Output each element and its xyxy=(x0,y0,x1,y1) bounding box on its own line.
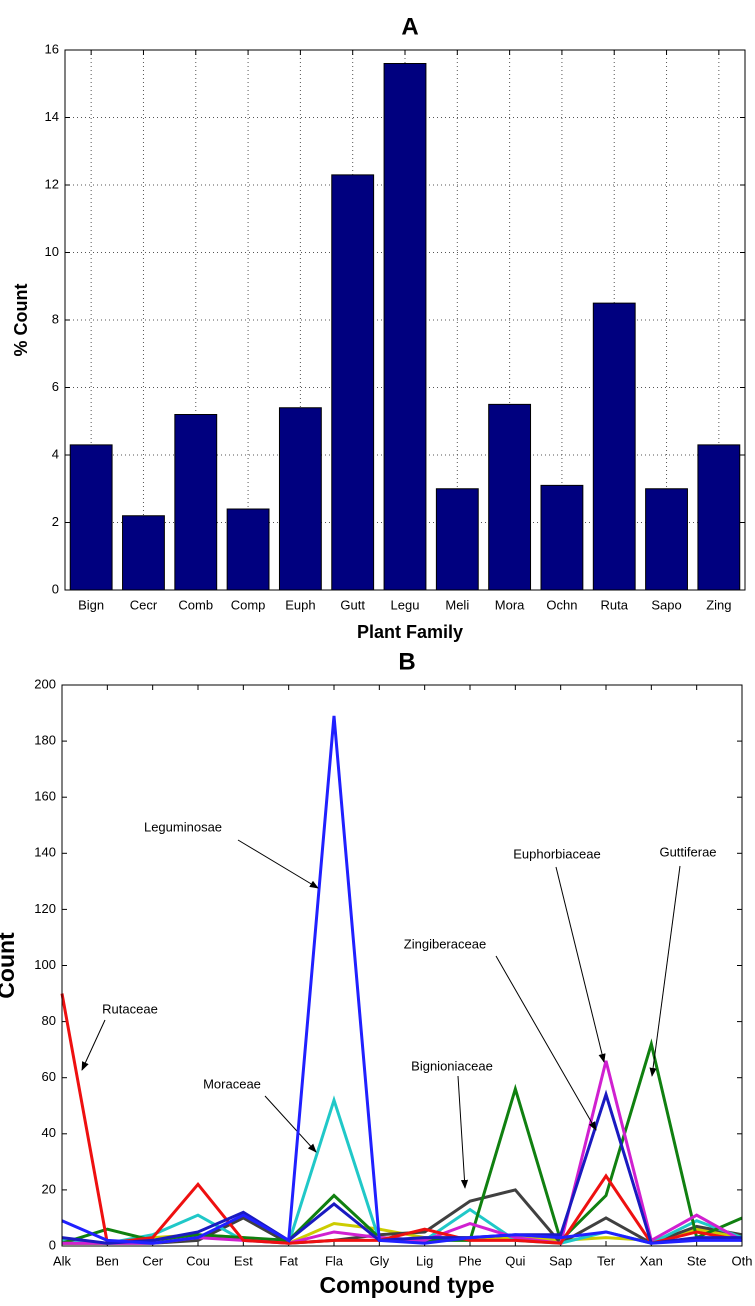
chart-title: A xyxy=(401,13,418,40)
y-axis-label: % Count xyxy=(11,284,31,357)
y-tick-label: 2 xyxy=(52,514,59,529)
x-tick-label: Comb xyxy=(178,597,213,612)
y-tick-label: 0 xyxy=(52,581,59,596)
y-tick-label: 6 xyxy=(52,379,59,394)
x-tick-label: Sapo xyxy=(651,597,681,612)
annotation: Guttiferae xyxy=(659,844,716,859)
x-axis-label: Compound type xyxy=(319,1272,494,1298)
x-tick-label: Ochn xyxy=(546,597,577,612)
annotation: Bignioniaceae xyxy=(411,1058,493,1073)
bar xyxy=(540,484,584,591)
bar xyxy=(331,174,375,591)
y-tick-label: 60 xyxy=(42,1069,56,1084)
bar xyxy=(226,508,270,591)
x-tick-label: Fla xyxy=(325,1253,344,1268)
bar xyxy=(69,444,113,591)
annotation-arrow xyxy=(81,1019,106,1071)
x-tick-label: Alk xyxy=(53,1253,72,1268)
x-tick-label: Oth xyxy=(732,1253,753,1268)
x-tick-label: Est xyxy=(234,1253,253,1268)
y-tick-label: 10 xyxy=(45,244,59,259)
x-tick-label: Cecr xyxy=(130,597,158,612)
plot-frame xyxy=(61,684,743,1247)
y-tick-label: 180 xyxy=(34,733,56,748)
x-tick-label: Qui xyxy=(505,1253,525,1268)
x-tick-label: Cou xyxy=(186,1253,210,1268)
annotation-arrow xyxy=(264,1095,317,1153)
x-tick-label: Ruta xyxy=(600,597,628,612)
y-tick-label: 40 xyxy=(42,1125,56,1140)
y-tick-label: 8 xyxy=(52,311,59,326)
y-tick-label: 200 xyxy=(34,676,56,691)
bar xyxy=(174,414,218,591)
annotation: Moraceae xyxy=(203,1076,261,1091)
annotation: Leguminosae xyxy=(144,819,222,834)
bar xyxy=(278,407,322,591)
x-tick-label: Cer xyxy=(142,1253,164,1268)
annotation-arrow xyxy=(649,865,681,1077)
annotation: Zingiberaceae xyxy=(404,936,486,951)
series-line xyxy=(61,715,742,1245)
x-tick-label: Legu xyxy=(391,597,420,612)
x-tick-label: Ben xyxy=(96,1253,119,1268)
x-tick-label: Euph xyxy=(285,597,315,612)
series-line xyxy=(62,1060,743,1245)
x-tick-label: Lig xyxy=(416,1253,433,1268)
series-line xyxy=(61,1089,742,1245)
x-axis-label: Plant Family xyxy=(357,622,463,642)
y-tick-label: 20 xyxy=(42,1181,56,1196)
x-tick-label: Ter xyxy=(597,1253,616,1268)
plot-frame xyxy=(64,49,746,591)
bar xyxy=(645,488,688,591)
bar xyxy=(122,515,165,591)
x-tick-label: Meli xyxy=(445,597,469,612)
bar xyxy=(488,403,532,591)
y-tick-label: 100 xyxy=(34,957,56,972)
x-tick-label: Mora xyxy=(495,597,525,612)
y-tick-label: 120 xyxy=(34,901,56,916)
x-tick-label: Comp xyxy=(231,597,266,612)
x-tick-label: Ste xyxy=(687,1253,707,1268)
y-tick-label: 0 xyxy=(49,1237,56,1252)
x-tick-label: Zing xyxy=(706,597,731,612)
bar xyxy=(383,63,427,591)
x-tick-label: Sap xyxy=(549,1253,572,1268)
annotation-arrow xyxy=(457,1075,469,1189)
x-tick-label: Gutt xyxy=(340,597,365,612)
bar xyxy=(435,488,479,591)
annotation: Rutaceae xyxy=(102,1001,158,1016)
x-tick-label: Phe xyxy=(458,1253,481,1268)
annotation-arrow xyxy=(555,866,606,1063)
y-tick-label: 12 xyxy=(45,176,59,191)
y-tick-label: 16 xyxy=(45,41,59,56)
y-tick-label: 160 xyxy=(34,789,56,804)
y-tick-label: 4 xyxy=(52,446,59,461)
x-tick-label: Gly xyxy=(370,1253,390,1268)
x-tick-label: Fat xyxy=(279,1253,298,1268)
bar xyxy=(592,302,636,591)
annotation: Euphorbiaceae xyxy=(513,846,600,861)
x-tick-label: Bign xyxy=(78,597,104,612)
series-line xyxy=(60,993,743,1245)
y-axis-label: Count xyxy=(0,932,19,999)
y-tick-label: 14 xyxy=(45,109,59,124)
annotation-arrow xyxy=(237,839,319,889)
annotation-arrow xyxy=(495,955,597,1131)
y-tick-label: 140 xyxy=(34,845,56,860)
series-line xyxy=(61,1095,743,1245)
chart-title: B xyxy=(398,648,415,675)
y-tick-label: 80 xyxy=(42,1013,56,1028)
bar xyxy=(697,444,741,591)
x-tick-label: Xan xyxy=(640,1253,663,1268)
series-line xyxy=(61,1038,743,1245)
